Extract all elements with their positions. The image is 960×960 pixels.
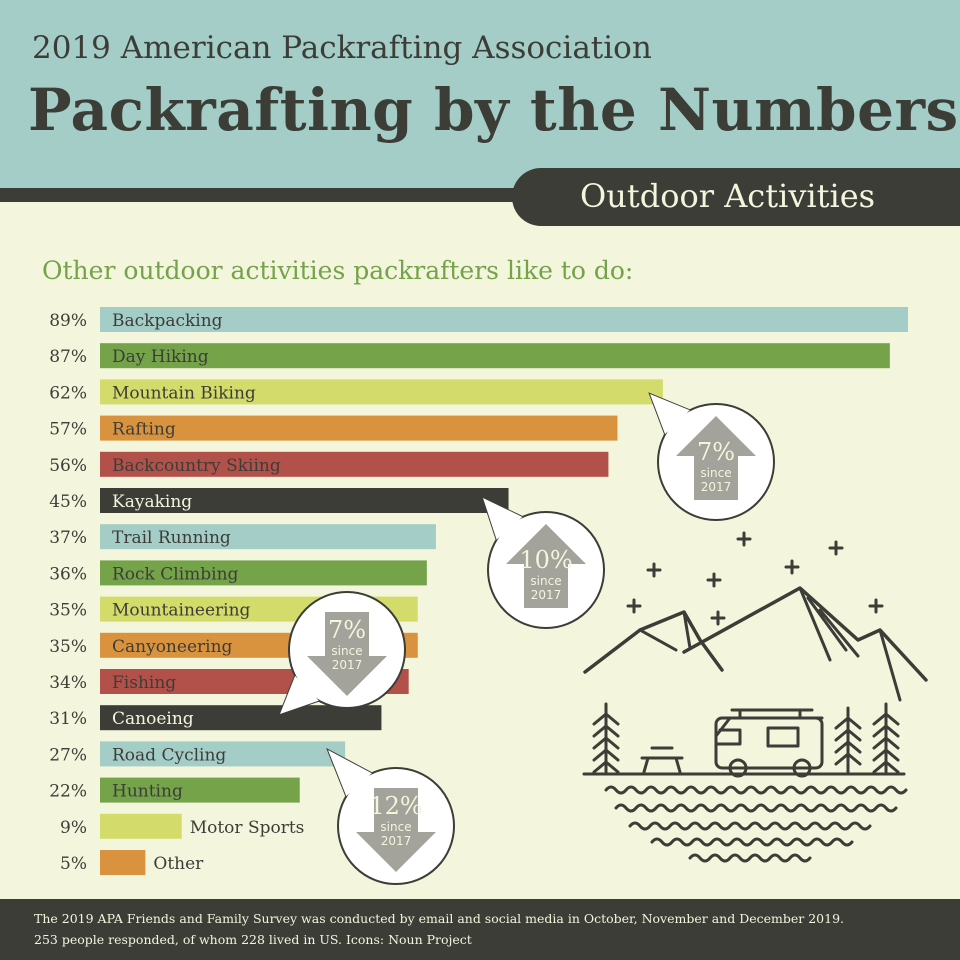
bar-canoeing [100,705,382,731]
change-note: since [530,574,561,588]
category-label-rafting: Rafting [112,420,176,440]
category-label-road-cycling: Road Cycling [112,745,226,765]
category-label-kayaking: Kayaking [112,492,192,512]
chart-subtitle: Other outdoor activities packrafters lik… [42,256,634,285]
change-note: 2017 [381,834,412,848]
category-label-hunting: Hunting [112,782,183,802]
arrow-down-icon [307,612,387,696]
change-note: 2017 [332,658,363,672]
value-label-rock-climbing: 36% [49,564,87,584]
value-label-mountaineering: 35% [49,601,87,621]
category-label-backcountry-skiing: Backcountry Skiing [112,456,281,476]
category-label-mountain-biking: Mountain Biking [112,383,256,403]
bar-day-hiking [100,343,890,369]
footer-line-1: The 2019 APA Friends and Family Survey w… [34,911,845,926]
section-tab-label: Outdoor Activities [580,177,876,215]
value-label-hunting: 22% [49,782,87,802]
change-note: 2017 [701,480,732,494]
category-label-motor-sports: Motor Sports [190,818,305,838]
value-label-day-hiking: 87% [49,347,87,367]
bar-kayaking [100,488,509,513]
change-value: 12% [369,792,422,820]
value-label-motor-sports: 9% [60,818,87,838]
change-note: since [700,466,731,480]
bar-hunting [100,777,300,803]
association-title: 2019 American Packrafting Association [32,30,652,66]
value-label-fishing: 34% [49,673,87,693]
header-band: 2019 American Packrafting Association Pa… [0,0,960,188]
footer-line-2: 253 people responded, of whom 228 lived … [34,932,472,947]
value-label-mountain-biking: 62% [49,383,87,403]
category-label-other: Other [153,854,204,874]
value-label-rafting: 57% [49,420,87,440]
category-label-trail-running: Trail Running [112,528,231,548]
section-tab: Outdoor Activities [512,168,960,226]
arrow-down-icon [356,788,436,872]
value-label-backpacking: 89% [49,311,87,331]
value-label-road-cycling: 27% [49,745,87,765]
arrow-up-icon [506,524,586,608]
bar-rafting [100,415,618,441]
change-value: 7% [697,438,735,466]
category-label-canoeing: Canoeing [112,709,194,729]
page-title: Packrafting by the Numbers [28,76,959,144]
bar-other [100,850,146,875]
category-label-mountaineering: Mountaineering [112,601,251,621]
change-value: 10% [519,546,572,574]
change-note: 2017 [531,588,562,602]
value-label-canyoneering: 35% [49,637,87,657]
bar-rock-climbing [100,560,427,586]
value-label-canoeing: 31% [49,709,87,729]
camping-rv-mountains-icon [582,531,928,863]
footer: The 2019 APA Friends and Family Survey w… [0,899,960,960]
value-label-trail-running: 37% [49,528,87,548]
arrow-up-icon [676,416,756,500]
category-label-backpacking: Backpacking [112,311,223,331]
change-note: since [380,820,411,834]
bar-mountain-biking [100,379,663,405]
change-note: since [331,644,362,658]
bar-backpacking [100,307,908,332]
bar-trail-running [100,524,436,550]
value-label-kayaking: 45% [49,492,87,512]
category-label-day-hiking: Day Hiking [112,347,209,367]
bar-backcountry-skiing [100,451,609,477]
bar-chart: 89% Backpacking 87% Day Hiking 62% Mountain B… [49,307,928,885]
bar-road-cycling [100,741,346,767]
category-label-fishing: Fishing [112,673,176,693]
bar-motor-sports [100,813,182,839]
category-label-rock-climbing: Rock Climbing [112,564,239,584]
category-label-canyoneering: Canyoneering [112,637,233,657]
value-label-backcountry-skiing: 56% [49,456,87,476]
value-label-other: 5% [60,854,87,874]
change-value: 7% [328,616,366,644]
